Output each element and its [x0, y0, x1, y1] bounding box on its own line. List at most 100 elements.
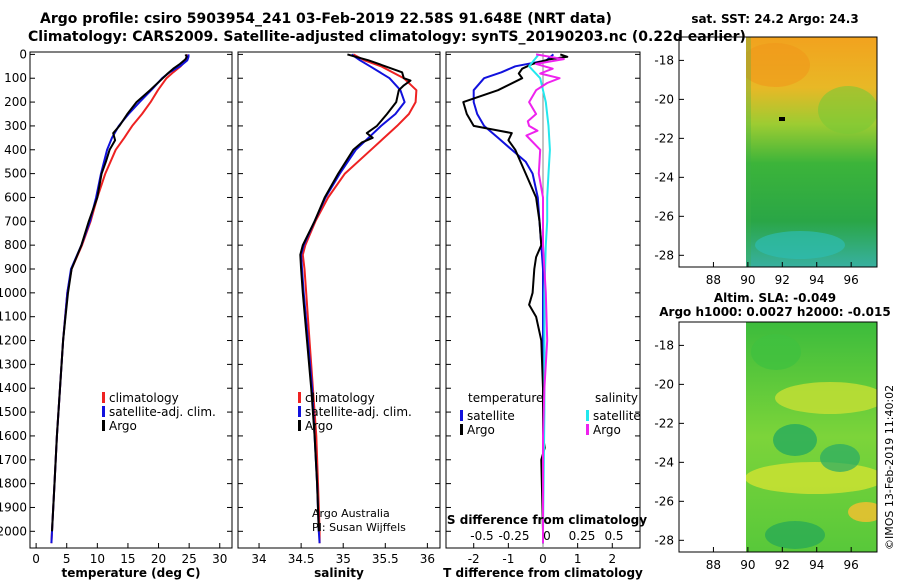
sst-warm-patch [746, 43, 810, 87]
depth-tick-label-1200: 1200 [0, 334, 27, 348]
diff-legend-swatch-t-satellite [460, 410, 463, 421]
salinity-xlabel: salinity [314, 566, 364, 580]
diff-legend-title-temperature: temperature [468, 391, 543, 405]
sat-sst-ytick-label--26: -26 [654, 209, 674, 223]
temperature-legend-swatch-satellite-adj-clim [102, 406, 105, 417]
difference-xtick-label-0: 0 [539, 552, 547, 566]
alt-orange-patch [848, 502, 877, 522]
depth-tick-label-1500: 1500 [0, 405, 27, 419]
diff-legend-label-s-argo: Argo [593, 423, 621, 437]
altimetry-ytick-label--20: -20 [654, 377, 674, 391]
sat-sst-xtick-label-88: 88 [706, 273, 721, 287]
depth-tick-label-2000: 2000 [0, 524, 27, 538]
diff-top-xtick-label-0: -0.5 [470, 529, 493, 543]
alt-low-patch-1 [773, 424, 817, 456]
salinity-xtick-label-35.5: 35.5 [372, 552, 399, 566]
altimetry-ytick-label--24: -24 [654, 455, 674, 469]
temperature-legend-label-climatology: climatology [109, 391, 179, 405]
depth-tick-label-100: 100 [4, 71, 27, 85]
depth-tick-label-0: 0 [19, 47, 27, 61]
depth-tick-label-1800: 1800 [0, 477, 27, 491]
diff-legend-swatch-s-satellite [586, 410, 589, 421]
salinity-legend-swatch-climatology [298, 392, 301, 403]
sat-sst-xtick-label-96: 96 [844, 273, 859, 287]
altimetry-map-subtitle: Argo h1000: 0.0027 h2000: -0.015 [659, 305, 890, 319]
title-line-2: Climatology: CARS2009. Satellite-adjuste… [28, 29, 746, 45]
credit-pi: PI: Susan Wijffels [312, 521, 406, 534]
temperature-xtick-label-5: 5 [63, 552, 71, 566]
altimetry-ytick-label--22: -22 [654, 416, 674, 430]
difference-xtick-label-1: 1 [574, 552, 582, 566]
alt-yellow-band-1 [775, 382, 877, 414]
title-line-1: Argo profile: csiro 5903954_241 03-Feb-2… [40, 11, 612, 27]
temperature-frame [29, 51, 233, 549]
difference-xlabel: T difference from climatology [443, 566, 643, 580]
diff-legend-label-s-satellite: satellite [593, 409, 641, 423]
altimetry-ytick-label--28: -28 [654, 533, 674, 547]
diff-legend-label-t-satellite: satellite [467, 409, 515, 423]
difference-xtick-label--1: -1 [502, 552, 514, 566]
diff-legend-title-salinity: salinity [595, 391, 638, 405]
alt-yellow-band-2 [746, 462, 877, 494]
depth-tick-label-1600: 1600 [0, 429, 27, 443]
altimetry-xtick-label-96: 96 [844, 558, 859, 572]
temperature-legend-swatch-climatology [102, 392, 105, 403]
depth-tick-label-200: 200 [4, 95, 27, 109]
difference-series-t-argo [462, 53, 569, 544]
salinity-legend-label-climatology: climatology [305, 391, 375, 405]
depth-tick-label-400: 400 [4, 143, 27, 157]
sst-teal-patch [755, 231, 845, 259]
temperature-series-satellite-adj-clim [50, 54, 190, 544]
altimetry-frame [678, 321, 878, 553]
altimetry-xtick-label-92: 92 [775, 558, 790, 572]
salinity-legend-label-satellite-adj-clim: satellite-adj. clim. [305, 405, 412, 419]
sst-map-title: sat. SST: 24.2 Argo: 24.3 [691, 12, 858, 26]
salinity-legend-label-argo: Argo [305, 419, 333, 433]
sat-sst-frame [678, 36, 878, 268]
altimetry-map-panel: 88 90 92 94 96 -18 -20 -22 -24 -26 -28 [654, 321, 878, 572]
temperature-panel: 0100200300400500600700800900100011001200… [0, 47, 233, 580]
temperature-xlabel: temperature (deg C) [62, 566, 201, 580]
altimetry-ytick-label--18: -18 [654, 338, 674, 352]
sat-sst-ytick-label--20: -20 [654, 92, 674, 106]
depth-tick-label-1700: 1700 [0, 453, 27, 467]
depth-tick-label-500: 500 [4, 167, 27, 181]
altimetry-xtick-label-94: 94 [809, 558, 824, 572]
depth-tick-label-700: 700 [4, 214, 27, 228]
sst-green-patch [818, 86, 877, 134]
salinity-xtick-label-35: 35 [336, 552, 351, 566]
salinity-series-argo [299, 53, 412, 532]
depth-tick-label-600: 600 [4, 190, 27, 204]
diff-top-xtick-label-3: 0.25 [569, 529, 596, 543]
depth-tick-label-1000: 1000 [0, 286, 27, 300]
temperature-xtick-label-10: 10 [90, 552, 105, 566]
salinity-xtick-label-34.5: 34.5 [288, 552, 315, 566]
sat-sst-xtick-label-90: 90 [740, 273, 755, 287]
temperature-legend-swatch-argo [102, 420, 105, 431]
sat-sst-xtick-label-92: 92 [775, 273, 790, 287]
difference-panel: -2 -1 0 1 2T difference from climatology temp… [443, 51, 647, 580]
depth-tick-label-800: 800 [4, 238, 27, 252]
depth-tick-label-1100: 1100 [0, 310, 27, 324]
temperature-legend-label-satellite-adj-clim: satellite-adj. clim. [109, 405, 216, 419]
altimetry-ytick-label--26: -26 [654, 494, 674, 508]
depth-tick-label-1900: 1900 [0, 500, 27, 514]
difference-xtick-label-2: 2 [608, 552, 616, 566]
salinity-panel: 34 34.5 35 35.5 36 salinity climatologysatelli… [237, 51, 441, 580]
diff-legend-label-t-argo: Argo [467, 423, 495, 437]
altimetry-xtick-label-88: 88 [706, 558, 721, 572]
difference-series-s-argo [525, 53, 565, 544]
diff-top-xlabel: S difference from climatology [447, 513, 647, 527]
salinity-xtick-label-36: 36 [420, 552, 435, 566]
salinity-frame [237, 51, 441, 549]
salinity-legend-swatch-satellite-adj-clim [298, 406, 301, 417]
sst-map-panel: 88 90 92 94 96 -18 -20 -22 -24 -26 -28 [654, 36, 878, 287]
diff-top-xtick-label-4: 0.5 [604, 529, 623, 543]
depth-tick-label-1300: 1300 [0, 357, 27, 371]
temperature-xtick-label-30: 30 [212, 552, 227, 566]
temperature-xtick-label-25: 25 [182, 552, 197, 566]
salinity-xtick-label-34: 34 [251, 552, 266, 566]
sat-sst-xtick-label-94: 94 [809, 273, 824, 287]
credit-org: Argo Australia [312, 507, 390, 520]
